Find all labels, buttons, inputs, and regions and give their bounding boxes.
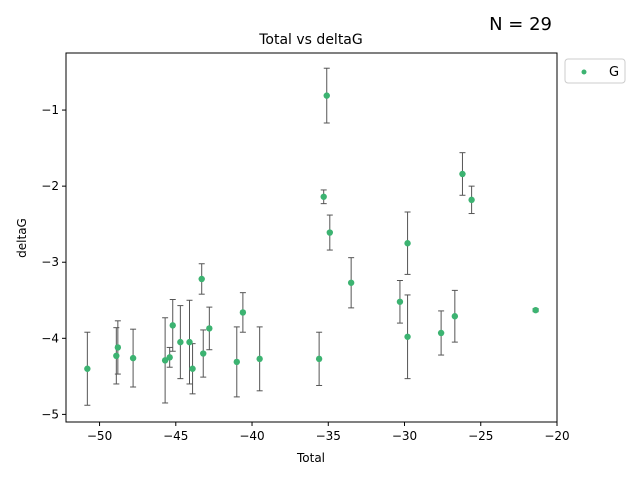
data-point xyxy=(404,334,410,340)
x-tick-label: −35 xyxy=(316,429,341,443)
plot-area xyxy=(84,68,539,405)
x-tick-label: −40 xyxy=(239,429,264,443)
x-tick-label: −25 xyxy=(468,429,493,443)
y-tick-label: −2 xyxy=(41,179,59,193)
data-point xyxy=(348,280,354,286)
data-point xyxy=(186,339,192,345)
data-point xyxy=(115,344,121,350)
data-point xyxy=(170,322,176,328)
data-point xyxy=(404,240,410,246)
x-axis: −50 −45 −40 −35 −30 −25 −20 xyxy=(87,422,570,443)
y-tick-label: −5 xyxy=(41,407,59,421)
data-point xyxy=(206,325,212,331)
data-point xyxy=(324,92,330,98)
y-axis: −5 −4 −3 −2 −1 xyxy=(41,103,66,421)
legend: G xyxy=(565,59,625,83)
plot-frame xyxy=(66,53,557,422)
sample-count-label: N = 29 xyxy=(489,14,552,35)
data-point xyxy=(84,366,90,372)
y-axis-title: deltaG xyxy=(15,218,29,258)
data-point xyxy=(327,229,333,235)
data-point xyxy=(189,366,195,372)
data-point xyxy=(438,330,444,336)
legend-marker xyxy=(582,70,587,75)
data-point xyxy=(240,309,246,315)
y-tick-label: −1 xyxy=(41,103,59,117)
data-point xyxy=(113,353,119,359)
data-point xyxy=(532,307,538,313)
x-tick-label: −30 xyxy=(392,429,417,443)
legend-label: G xyxy=(609,65,619,80)
y-tick-label: −4 xyxy=(41,331,59,345)
data-point xyxy=(452,313,458,319)
data-point xyxy=(459,171,465,177)
data-point xyxy=(177,339,183,345)
y-tick-label: −3 xyxy=(41,255,59,269)
data-point xyxy=(316,356,322,362)
data-point xyxy=(234,359,240,365)
x-tick-label: −50 xyxy=(87,429,112,443)
data-point xyxy=(166,354,172,360)
data-point xyxy=(256,356,262,362)
x-tick-label: −45 xyxy=(163,429,188,443)
data-point xyxy=(397,299,403,305)
x-axis-title: Total xyxy=(296,451,325,465)
x-tick-label: −20 xyxy=(544,429,569,443)
data-point xyxy=(199,276,205,282)
data-point xyxy=(320,194,326,200)
chart-title: Total vs deltaG xyxy=(258,32,362,48)
data-point xyxy=(468,197,474,203)
data-point xyxy=(130,355,136,361)
data-point xyxy=(200,350,206,356)
